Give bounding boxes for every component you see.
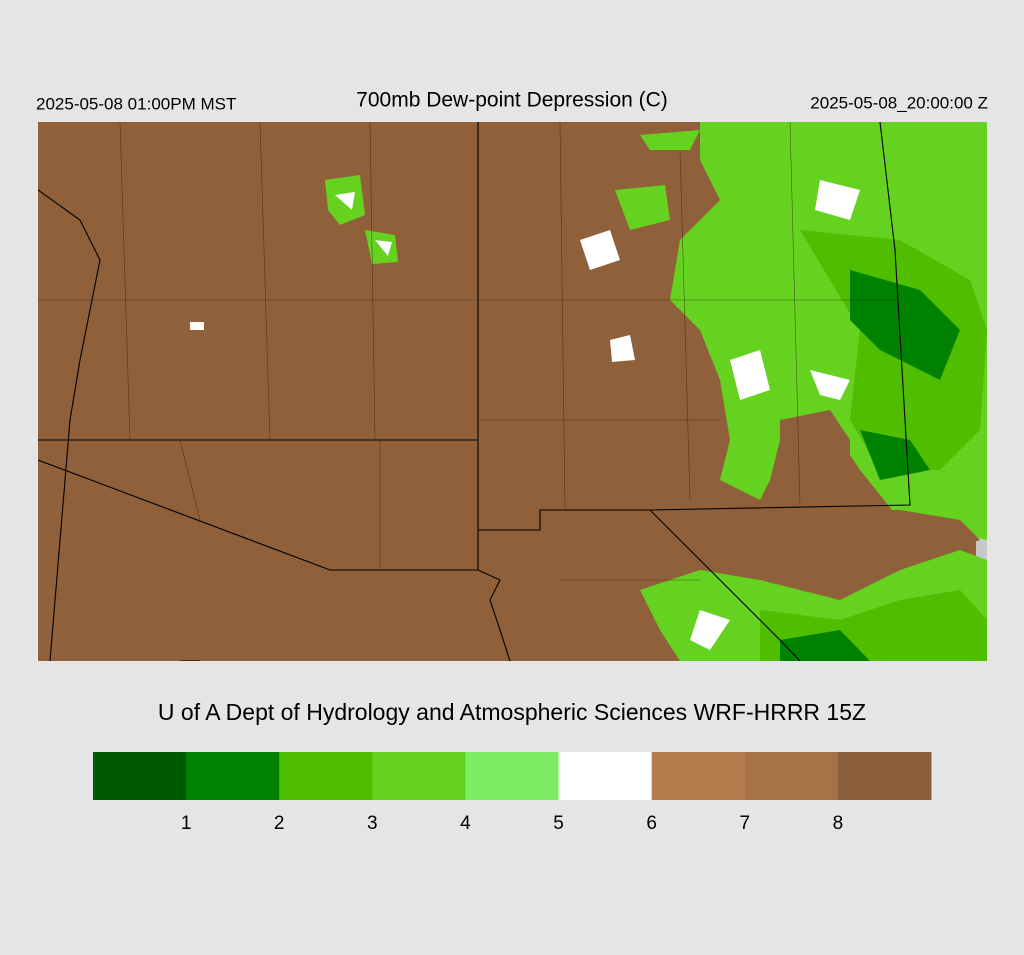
colorbar-box	[558, 752, 653, 800]
moist-region	[780, 630, 870, 661]
colorbar-box	[744, 752, 839, 800]
state-borders	[38, 122, 911, 661]
dry-region	[680, 500, 980, 590]
border	[38, 459, 511, 661]
border	[649, 122, 911, 511]
colorbar-label: 5	[553, 813, 564, 834]
valid-time: 2025-05-08_20:00:00 Z	[810, 93, 988, 112]
colorbar-label: 3	[367, 813, 378, 834]
border	[38, 189, 101, 661]
colorbar-box	[93, 752, 187, 800]
county-lines	[38, 122, 900, 581]
local-time: 2025-05-08 01:00PM MST	[36, 94, 236, 113]
colorbar-box	[465, 752, 560, 800]
colorbar: 1 2 3 4 5 6 7 8	[93, 752, 932, 834]
credit: U of A Dept of Hydrology and Atmospheric…	[158, 699, 866, 725]
map-title: 700mb Dew-point Depression (C)	[356, 89, 668, 112]
colorbar-box	[186, 752, 280, 800]
dry-region	[780, 410, 850, 480]
colorbar-label: 6	[646, 813, 657, 834]
colorbar-label: 1	[181, 813, 192, 834]
colorbar-label: 2	[274, 813, 285, 834]
colorbar-label: 7	[739, 813, 750, 834]
border	[478, 509, 801, 661]
colorbar-box	[651, 752, 746, 800]
colorbar-label: 8	[833, 813, 844, 834]
colorbar-box	[837, 752, 932, 800]
moist-region	[860, 430, 930, 480]
colorbar-box	[372, 752, 466, 800]
colorbar-box	[279, 752, 373, 800]
colorbar-label: 4	[460, 813, 471, 834]
moist-region	[850, 270, 960, 380]
map	[38, 122, 987, 661]
moist-patch	[325, 130, 700, 264]
